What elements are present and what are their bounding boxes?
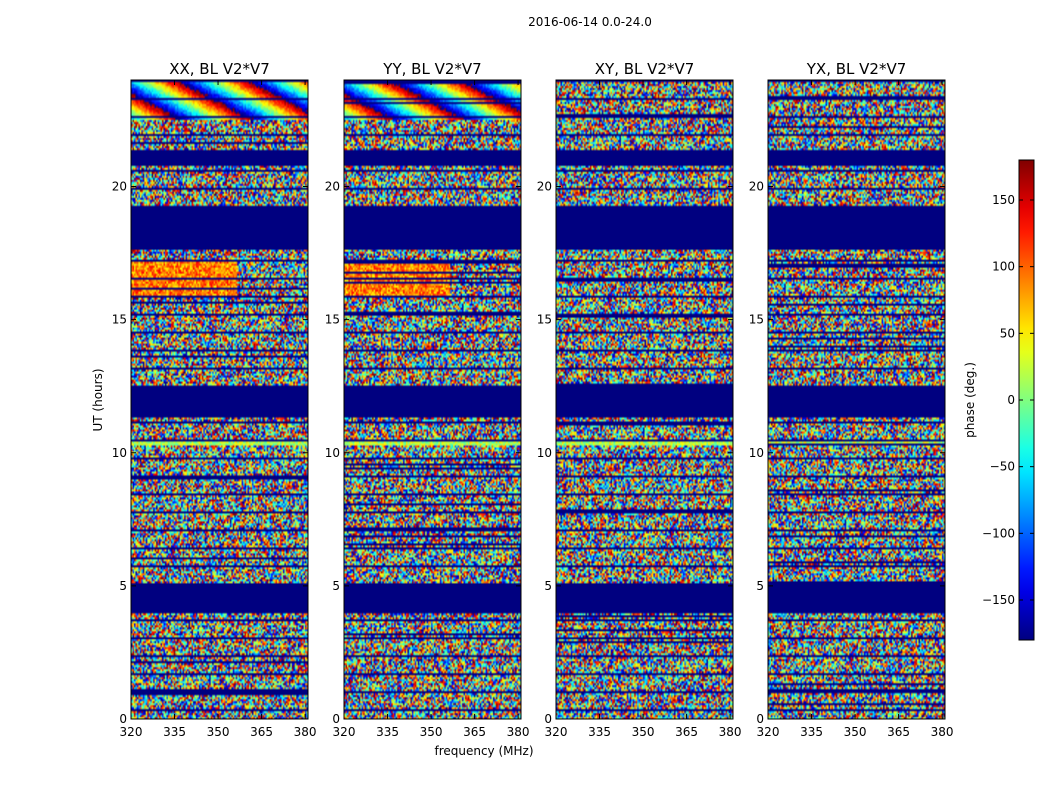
x-tick-label: 320: [120, 725, 143, 739]
plot-frame: [130, 79, 309, 720]
panel-4: YX, BL V2*V7 320 335 350 365 380 0 5 10 15 20: [749, 60, 954, 739]
suptitle: 2016-06-14 0.0-24.0: [528, 15, 652, 29]
heatmap-image-3: [556, 80, 733, 719]
panel-title: YY, BL V2*V7: [382, 60, 481, 78]
x-tick-label: 380: [719, 725, 742, 739]
y-tick-label: 0: [332, 712, 340, 726]
y-tick-label: 0: [119, 712, 127, 726]
x-tick-label: 320: [757, 725, 780, 739]
x-tick-label: 350: [207, 725, 230, 739]
colorbar-tick-label: −100: [982, 526, 1015, 540]
x-tick-label: 320: [545, 725, 568, 739]
plot-frame: [555, 79, 734, 720]
heatmap-image-1: [131, 80, 308, 719]
y-axis-label: UT (hours): [91, 368, 105, 431]
x-tick-label: 365: [250, 725, 273, 739]
x-tick-label: 335: [588, 725, 611, 739]
colorbar-tick-label: 100: [992, 260, 1015, 274]
x-axis-label: frequency (MHz): [434, 744, 533, 758]
colorbar-tick-label: 150: [992, 193, 1015, 207]
y-tick-label: 10: [325, 446, 340, 460]
y-tick-label: 5: [756, 579, 764, 593]
panel-title: YX, BL V2*V7: [806, 60, 907, 78]
x-tick-label: 380: [507, 725, 530, 739]
colorbar-tick-label: 50: [1000, 326, 1015, 340]
panel-title: XY, BL V2*V7: [595, 60, 695, 78]
y-tick-label: 20: [325, 180, 340, 194]
panel-3: XY, BL V2*V7 320 335 350 365 380 0 5 10 15 20: [537, 60, 742, 739]
x-tick-label: 335: [800, 725, 823, 739]
x-tick-label: 320: [333, 725, 356, 739]
y-tick-label: 15: [749, 313, 764, 327]
x-tick-label: 380: [294, 725, 317, 739]
plot-frame: [767, 79, 946, 720]
x-tick-label: 365: [675, 725, 698, 739]
x-tick-label: 365: [463, 725, 486, 739]
y-tick-label: 10: [112, 446, 127, 460]
y-tick-label: 0: [756, 712, 764, 726]
y-tick-label: 0: [544, 712, 552, 726]
x-tick-label: 335: [163, 725, 186, 739]
y-tick-label: 10: [537, 446, 552, 460]
heatmap-image-4: [768, 80, 945, 719]
y-tick-label: 5: [544, 579, 552, 593]
y-tick-label: 20: [749, 180, 764, 194]
colorbar-label: phase (deg.): [963, 362, 977, 438]
x-tick-label: 335: [376, 725, 399, 739]
y-tick-label: 15: [325, 313, 340, 327]
panel-1: XX, BL V2*V7 320 335 350 365 380 0 5 10 15 20: [112, 60, 317, 739]
y-tick-label: 20: [112, 180, 127, 194]
colorbar-tick-label: −50: [990, 460, 1015, 474]
x-tick-label: 350: [420, 725, 443, 739]
panel-2: YY, BL V2*V7 320 335 350 365 380 0 5 10 15 20: [325, 60, 530, 739]
y-tick-label: 15: [112, 313, 127, 327]
colorbar-tick-label: 0: [1007, 393, 1015, 407]
heatmap-image-2: [344, 80, 521, 719]
panel-title: XX, BL V2*V7: [169, 60, 270, 78]
x-tick-label: 380: [931, 725, 954, 739]
y-tick-label: 5: [332, 579, 340, 593]
x-tick-label: 350: [844, 725, 867, 739]
y-tick-label: 5: [119, 579, 127, 593]
x-tick-label: 365: [887, 725, 910, 739]
colorbar: −150 −100 −50 0 50 100 150: [982, 159, 1035, 641]
y-tick-label: 10: [749, 446, 764, 460]
x-tick-label: 350: [632, 725, 655, 739]
colorbar-tick-label: −150: [982, 593, 1015, 607]
plot-frame: [343, 79, 522, 720]
y-tick-label: 20: [537, 180, 552, 194]
y-tick-label: 15: [537, 313, 552, 327]
